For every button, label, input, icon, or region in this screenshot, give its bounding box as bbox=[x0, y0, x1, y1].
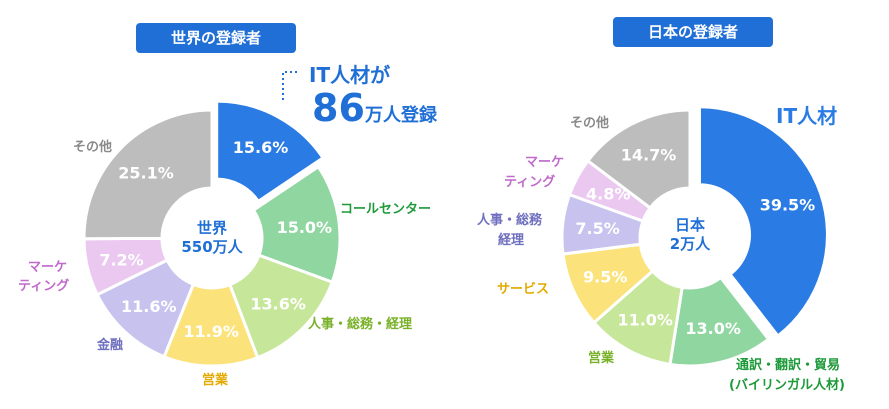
japan-value-label-0: 39.5% bbox=[760, 196, 816, 215]
highlight-line1: IT人材が bbox=[309, 63, 390, 87]
highlight-connector bbox=[282, 71, 300, 100]
highlight-suffix: 万人登録 bbox=[364, 104, 438, 126]
world-label-sales: 営業 bbox=[202, 372, 229, 388]
world-value-label-1: 15.0% bbox=[277, 218, 333, 237]
japan-label-trans-1: 通訳・翻訳・貿易 bbox=[736, 357, 840, 373]
world-center-line2: 550万人 bbox=[181, 238, 243, 256]
world-label-marketing-2: ティング bbox=[18, 278, 69, 294]
japan-value-label-6: 14.7% bbox=[621, 146, 677, 165]
world-value-label-0: 15.6% bbox=[233, 138, 289, 157]
japan-label-marketing-2: ティング bbox=[504, 174, 555, 190]
japan-label-hr-1: 人事・総務 bbox=[477, 212, 543, 228]
world-label-call: コールセンター bbox=[340, 202, 431, 217]
japan-label-it: IT人材 bbox=[776, 104, 837, 128]
japan-value-label-1: 13.0% bbox=[685, 319, 741, 338]
world-value-label-2: 13.6% bbox=[250, 294, 306, 313]
japan-center-line1: 日本 bbox=[675, 216, 705, 234]
japan-donut-slice-6 bbox=[585, 108, 692, 210]
world-value-label-5: 7.2% bbox=[99, 250, 143, 269]
world-value-label-6: 25.1% bbox=[118, 163, 174, 182]
japan-label-marketing-1: マーケ bbox=[525, 155, 564, 170]
world-donut-chart: 15.6% 15.0% 13.6% 11.9% 11.6% 7.2% 25.1% bbox=[82, 99, 342, 368]
japan-donut-chart: 39.5% 13.0% 11.0% 9.5% 7.5% 4.8% 14.7% bbox=[560, 105, 829, 368]
world-value-label-3: 11.9% bbox=[183, 322, 239, 341]
japan-label-sales: 営業 bbox=[588, 350, 615, 366]
japan-value-label-2: 11.0% bbox=[617, 310, 673, 329]
japan-title: 日本の登録者 bbox=[613, 17, 773, 47]
japan-label-other: その他 bbox=[570, 115, 609, 131]
highlight-number: 86 bbox=[312, 86, 365, 130]
japan-value-label-3: 9.5% bbox=[583, 267, 627, 286]
japan-center-line2: 2万人 bbox=[670, 235, 711, 253]
world-value-label-4: 11.6% bbox=[121, 297, 177, 316]
japan-value-label-5: 4.8% bbox=[586, 185, 630, 204]
world-label-other: その他 bbox=[73, 139, 112, 155]
world-label-finance: 金融 bbox=[96, 337, 123, 353]
world-donut-slice-6 bbox=[82, 108, 214, 241]
world-label-hr: 人事・総務・経理 bbox=[308, 316, 412, 332]
japan-label-trans-2: (バイリンガル人材) bbox=[729, 377, 845, 393]
world-donut-slice-0 bbox=[215, 99, 326, 204]
japan-label-hr-2: 経理 bbox=[498, 232, 524, 248]
world-title: 世界の登録者 bbox=[136, 23, 296, 53]
world-center-line1: 世界 bbox=[197, 219, 227, 237]
japan-donut-slice-0 bbox=[697, 105, 829, 339]
world-donut-slice-1 bbox=[251, 164, 342, 285]
japan-value-label-4: 7.5% bbox=[575, 219, 619, 238]
world-label-marketing-1: マーケ bbox=[28, 260, 67, 275]
japan-label-service: サービス bbox=[497, 281, 549, 297]
japan-donut-slice-1 bbox=[668, 275, 771, 368]
